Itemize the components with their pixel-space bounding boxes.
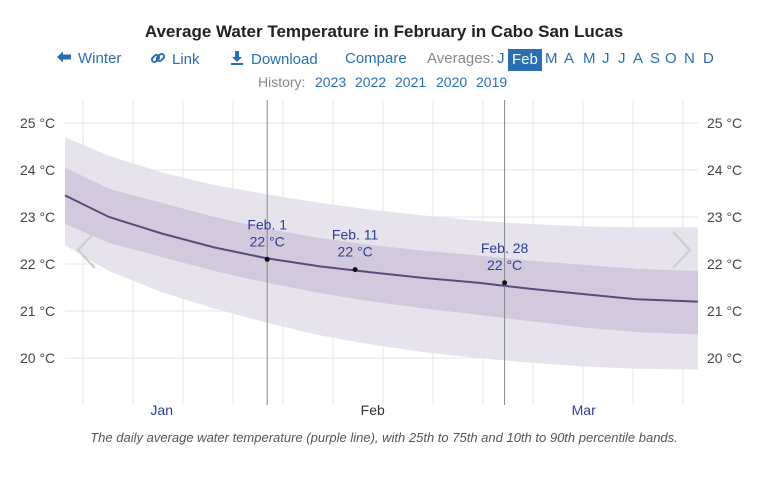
marker-point [352, 267, 358, 273]
y-tick-label-left: 25 °C [20, 115, 55, 131]
history-year-2023[interactable]: 2023 [315, 74, 347, 90]
month-sep[interactable]: S [650, 50, 661, 67]
month-dec[interactable]: D [703, 50, 714, 67]
y-tick-label-right: 22 °C [707, 256, 742, 272]
y-tick-label-right: 23 °C [707, 209, 742, 225]
marker-date-label: Feb. 11 [332, 227, 379, 243]
month-jul[interactable]: J [618, 50, 626, 67]
x-tick-label: Mar [572, 402, 596, 418]
month-may[interactable]: M [583, 50, 596, 67]
marker-value-label: 22 °C [338, 244, 373, 260]
history-label: History: [258, 74, 306, 90]
download-button[interactable]: Download [229, 50, 318, 68]
x-tick-label: Jan [150, 402, 173, 418]
marker-value-label: 22 °C [487, 257, 522, 273]
link-button[interactable]: Link [150, 50, 200, 68]
y-tick-label-right: 21 °C [707, 303, 742, 319]
history-year-2021[interactable]: 2021 [395, 74, 427, 90]
x-tick-label: Feb [361, 402, 385, 418]
month-aug[interactable]: A [633, 50, 644, 67]
chart-caption: The daily average water temperature (pur… [90, 430, 678, 445]
y-tick-label-left: 21 °C [20, 303, 55, 319]
link-icon [150, 52, 166, 64]
y-tick-label-left: 20 °C [20, 350, 55, 366]
y-tick-label-left: 24 °C [20, 162, 55, 178]
marker-value-label: 22 °C [250, 233, 285, 249]
chevron-left-icon[interactable] [76, 231, 96, 269]
winter-label: Winter [78, 50, 122, 67]
y-tick-label-right: 20 °C [707, 350, 742, 366]
month-mar[interactable]: M [545, 50, 558, 67]
marker-date-label: Feb. 28 [481, 240, 529, 256]
month-oct[interactable]: O [665, 50, 677, 67]
compare-button[interactable]: Compare [345, 50, 407, 67]
winter-button[interactable]: Winter [56, 50, 121, 67]
month-jun[interactable]: J [602, 50, 610, 67]
download-label: Download [251, 51, 318, 68]
y-tick-label-right: 25 °C [707, 115, 742, 131]
history-year-2019[interactable]: 2019 [476, 74, 508, 90]
marker-point [264, 256, 270, 262]
month-jan[interactable]: J [497, 50, 505, 67]
download-icon [231, 51, 243, 65]
page-title: Average Water Temperature in February in… [144, 22, 624, 41]
temperature-chart: 20 °C 20 °C 21 °C 21 °C 22 °C 22 °C 23 °C 23 °C… [20, 100, 742, 418]
average-line [64, 194, 699, 303]
marker-point [502, 280, 508, 286]
averages-label: Averages: [427, 50, 495, 67]
band-25-75 [65, 167, 698, 335]
link-label: Link [172, 51, 200, 68]
chevron-right-icon[interactable] [672, 231, 692, 269]
history-year-2020[interactable]: 2020 [436, 74, 468, 90]
month-nov[interactable]: N [684, 50, 695, 67]
y-tick-label-left: 23 °C [20, 209, 55, 225]
marker-date-label: Feb. 1 [247, 216, 287, 232]
arrow-left-icon [57, 51, 71, 63]
y-tick-label-right: 24 °C [707, 162, 742, 178]
y-tick-label-left: 22 °C [20, 256, 55, 272]
history-year-2022[interactable]: 2022 [355, 74, 387, 90]
month-apr[interactable]: A [564, 50, 575, 67]
toolbar: Winter Link Download Compare Averages: J… [0, 49, 768, 72]
month-feb[interactable]: Feb [508, 49, 542, 71]
